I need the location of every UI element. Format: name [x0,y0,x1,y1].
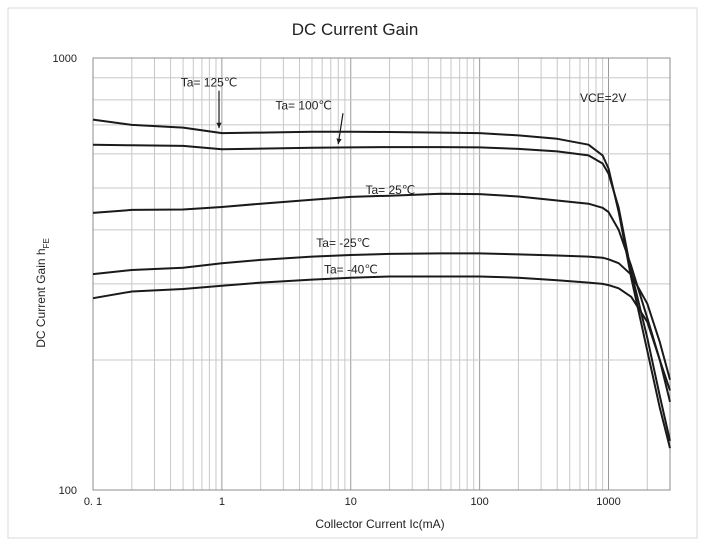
y-axis-label-main: DC Current Gain h [34,248,48,347]
series-lines [92,118,671,449]
series-labels: Ta= 125℃ Ta= 100℃ Ta= 25℃ Ta= -25℃ Ta= -40℃ [181,75,415,276]
x-tick-label: 0. 1 [84,496,102,508]
series-label-2: Ta= 25℃ [365,183,415,197]
label-arrowhead-0 [216,122,222,129]
series-label-3: Ta= -25℃ [316,236,370,250]
series-line-2 [92,192,671,403]
label-arrowhead-1 [336,138,342,145]
chart-border [7,7,698,539]
x-axis-ticks: 0. 1 1 10 100 1000 [84,496,621,508]
y-axis-ticks: 100 1000 [53,53,77,497]
condition-annotation: VCE=2V [580,91,626,105]
chart-title: DC Current Gain [292,20,419,39]
series-line-0 [92,118,671,449]
x-tick-label: 100 [470,496,488,508]
x-axis-label: Collector Current Ic(mA) [315,517,444,531]
x-tick-label: 10 [345,496,357,508]
x-tick-label: 1000 [596,496,620,508]
y-axis-label-subscript: FE [42,238,51,248]
y-tick-label: 100 [59,485,77,497]
series-line-4 [92,275,671,391]
y-axis-label: DC Current Gain hFE [34,238,51,348]
series-line-3 [92,252,671,380]
series-label-0: Ta= 125℃ [181,75,238,89]
x-tick-label: 1 [219,496,225,508]
series-label-4: Ta= -40℃ [324,263,378,277]
y-tick-label: 1000 [53,53,77,65]
series-label-1: Ta= 100℃ [275,98,332,112]
